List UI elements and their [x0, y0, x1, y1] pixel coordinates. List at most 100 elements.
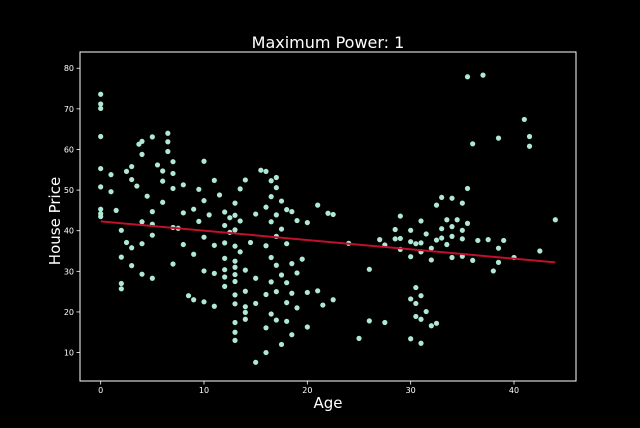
data-point-211 [501, 237, 507, 244]
data-point-143 [304, 324, 310, 330]
data-point-90 [237, 186, 243, 192]
data-point-119 [273, 212, 279, 218]
data-point-130 [284, 280, 290, 286]
data-point-33 [149, 232, 155, 238]
y-tick-label-30: 30 [64, 267, 74, 276]
data-point-93 [242, 177, 248, 183]
data-point-169 [413, 300, 419, 307]
data-point-167 [413, 241, 419, 247]
data-point-106 [263, 204, 269, 210]
axes-frame [79, 51, 577, 382]
data-point-25 [139, 151, 145, 157]
data-point-101 [253, 275, 259, 281]
data-point-195 [459, 200, 465, 206]
data-point-74 [222, 283, 228, 289]
data-point-14 [118, 280, 124, 287]
data-point-29 [144, 193, 150, 199]
data-point-59 [201, 234, 207, 240]
data-point-139 [294, 305, 300, 311]
data-point-171 [418, 218, 424, 224]
data-point-136 [289, 332, 295, 338]
data-point-56 [196, 218, 202, 224]
data-point-199 [464, 74, 471, 80]
data-point-128 [284, 207, 290, 213]
data-point-67 [216, 192, 223, 198]
data-point-22 [134, 183, 140, 189]
data-point-43 [170, 170, 176, 177]
data-point-214 [526, 133, 533, 140]
data-point-60 [201, 268, 207, 274]
data-point-141 [304, 219, 310, 226]
data-point-28 [139, 271, 145, 277]
data-point-207 [490, 268, 496, 274]
data-point-58 [201, 198, 207, 204]
data-point-54 [191, 297, 197, 303]
data-point-133 [289, 209, 295, 215]
data-point-203 [470, 257, 476, 263]
x-tick-label-10: 10 [199, 386, 209, 395]
data-point-160 [397, 235, 403, 242]
data-point-170 [413, 313, 419, 320]
y-tick-label-40: 40 [64, 227, 74, 236]
data-point-100 [253, 211, 259, 217]
data-point-103 [253, 359, 259, 365]
data-point-168 [413, 284, 419, 291]
data-point-1 [98, 101, 104, 107]
data-point-107 [263, 243, 269, 249]
data-point-4 [98, 165, 104, 172]
data-point-180 [428, 257, 434, 263]
data-point-181 [428, 323, 434, 329]
data-point-179 [428, 245, 434, 251]
y-tick-label-10: 10 [64, 349, 74, 358]
data-point-13 [118, 254, 124, 260]
data-point-127 [278, 341, 285, 348]
data-point-188 [444, 217, 450, 223]
data-point-110 [263, 349, 269, 356]
data-point-151 [356, 335, 362, 341]
data-point-156 [382, 319, 388, 326]
data-point-205 [480, 72, 486, 78]
data-point-17 [123, 239, 130, 246]
data-point-144 [315, 202, 321, 208]
data-point-154 [377, 237, 383, 243]
data-point-131 [284, 300, 290, 306]
data-point-153 [366, 318, 372, 324]
data-point-166 [408, 336, 414, 342]
y-axis-label: House Price [46, 177, 64, 265]
data-point-210 [495, 259, 502, 265]
data-point-117 [273, 174, 279, 181]
data-point-132 [284, 318, 290, 324]
data-point-41 [165, 148, 171, 155]
data-point-82 [232, 264, 238, 270]
plot-area: 0 10 20 30 40 10 20 30 40 50 60 70 80 [64, 51, 577, 395]
data-point-200 [464, 185, 471, 192]
data-point-116 [268, 311, 274, 317]
data-point-73 [222, 274, 228, 280]
data-point-64 [211, 242, 217, 248]
data-point-191 [449, 224, 455, 230]
data-point-217 [552, 217, 558, 223]
data-point-40 [165, 139, 171, 145]
data-point-157 [392, 226, 398, 233]
data-point-208 [495, 135, 502, 141]
data-point-148 [330, 211, 336, 218]
data-point-185 [439, 194, 445, 201]
data-point-135 [289, 290, 295, 296]
data-point-194 [454, 217, 460, 223]
data-point-69 [222, 222, 228, 229]
data-point-118 [273, 185, 279, 191]
data-point-114 [268, 254, 274, 261]
y-tick-label-50: 50 [64, 186, 74, 195]
data-point-10 [108, 189, 114, 195]
data-point-192 [449, 233, 455, 239]
x-tick-label-40: 40 [509, 386, 519, 395]
data-point-36 [160, 168, 166, 174]
data-point-104 [258, 167, 264, 173]
data-point-165 [408, 296, 414, 302]
data-point-35 [154, 162, 161, 168]
data-point-105 [263, 168, 269, 175]
data-point-38 [160, 199, 166, 205]
data-point-68 [222, 209, 228, 215]
